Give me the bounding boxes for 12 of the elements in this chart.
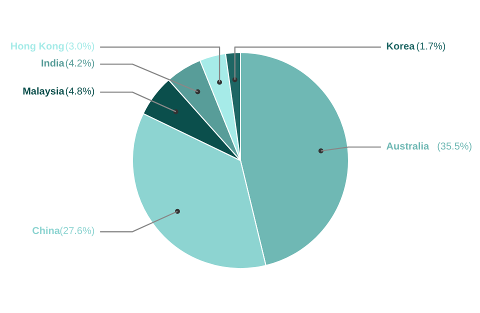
data-label: (4.2%): [65, 58, 95, 70]
data-label: (35.5%): [437, 142, 472, 153]
data-label: (4.8%): [65, 86, 95, 98]
slice-label: China: [32, 226, 60, 238]
slice-label: Hong Kong: [10, 42, 64, 53]
data-label: (3.0%): [65, 42, 95, 53]
slice-label: Malaysia: [22, 86, 65, 98]
data-label: (27.6%): [60, 226, 95, 238]
slice-label: India: [40, 58, 65, 70]
slice-label: Australia: [386, 142, 430, 153]
data-label: (1.7%): [416, 42, 446, 53]
slice-label: Korea: [386, 42, 416, 53]
